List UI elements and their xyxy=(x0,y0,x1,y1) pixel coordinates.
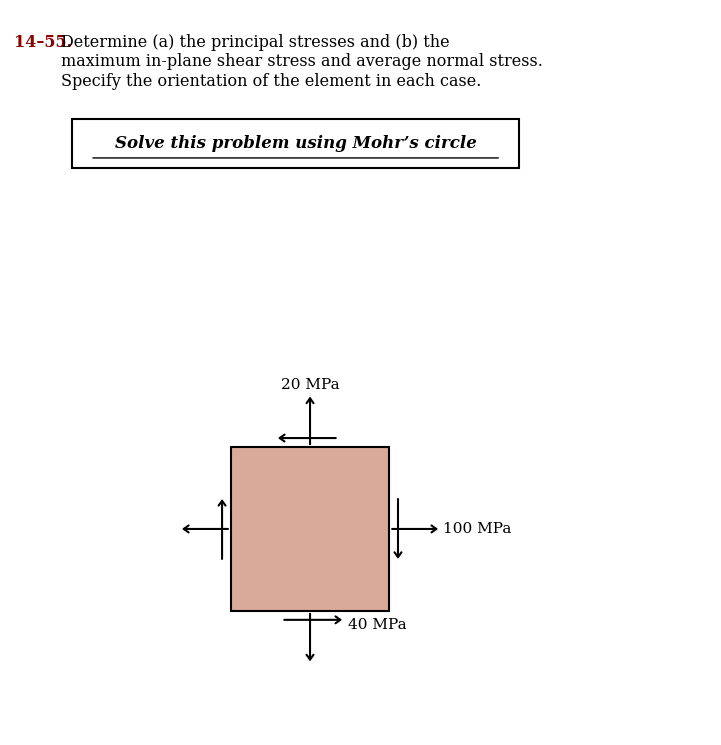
Text: Solve this problem using Mohr’s circle: Solve this problem using Mohr’s circle xyxy=(115,135,477,152)
Text: 40 MPa: 40 MPa xyxy=(348,618,407,633)
Bar xyxy=(231,447,389,611)
Text: 14–55.: 14–55. xyxy=(14,34,73,51)
Text: 100 MPa: 100 MPa xyxy=(443,522,511,536)
Bar xyxy=(72,119,519,168)
Text: 20 MPa: 20 MPa xyxy=(280,378,340,392)
Text: Determine (a) the principal stresses and (b) the
maximum in-plane shear stress a: Determine (a) the principal stresses and… xyxy=(61,34,543,89)
